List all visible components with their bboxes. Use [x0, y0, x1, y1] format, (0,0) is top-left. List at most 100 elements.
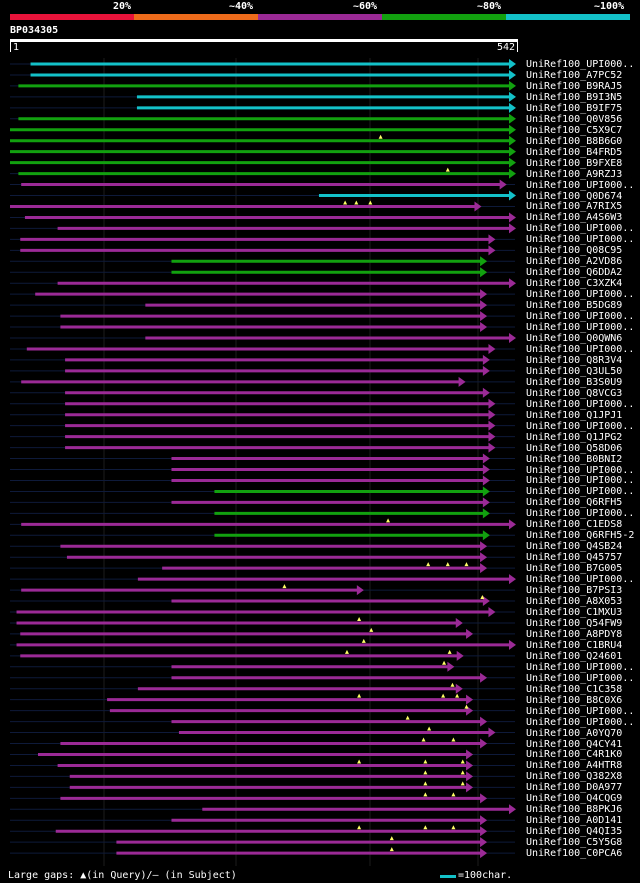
- hit-label[interactable]: UniRef100_B8B6G0: [526, 135, 623, 147]
- hit-label[interactable]: UniRef100_UPI000..: [526, 464, 635, 476]
- hit-label[interactable]: UniRef100_B9RAJ5: [526, 80, 623, 92]
- hit-arrow-icon: [488, 245, 496, 256]
- hit-arrow-icon: [480, 563, 488, 574]
- hit-label[interactable]: UniRef100_UPI000..: [526, 234, 635, 246]
- hit-label[interactable]: UniRef100_C1C358: [526, 683, 623, 695]
- hit-arrow-icon: [482, 596, 490, 607]
- hit-label[interactable]: UniRef100_Q0D674: [526, 190, 623, 202]
- hit-arrow-icon: [488, 234, 496, 245]
- hit-label[interactable]: UniRef100_Q4QI35: [526, 826, 623, 838]
- hit-label[interactable]: UniRef100_C0PCA6: [526, 848, 623, 860]
- legend-swatch-100: [506, 14, 630, 20]
- hit-label[interactable]: UniRef100_Q382X8: [526, 771, 623, 783]
- hit-label[interactable]: UniRef100_Q08C95: [526, 245, 623, 257]
- hit-arrow-icon: [480, 738, 488, 749]
- hit-label[interactable]: UniRef100_UPI000..: [526, 311, 635, 323]
- hit-label[interactable]: UniRef100_C1BRU4: [526, 639, 623, 651]
- hit-label[interactable]: UniRef100_Q0V856: [526, 113, 623, 125]
- hit-label[interactable]: UniRef100_UPI000..: [526, 289, 635, 301]
- hit-label[interactable]: UniRef100_B5DG89: [526, 300, 623, 312]
- hit-label[interactable]: UniRef100_Q54FW9: [526, 617, 623, 629]
- hit-label[interactable]: UniRef100_A7RIX5: [526, 201, 623, 213]
- hit-label[interactable]: UniRef100_Q4SB24: [526, 541, 623, 553]
- hit-label[interactable]: UniRef100_A2VD86: [526, 256, 623, 268]
- hit-label[interactable]: UniRef100_A7PC52: [526, 69, 623, 81]
- hit-label[interactable]: UniRef100_B3S0U9: [526, 376, 623, 388]
- hit-arrow-icon: [466, 694, 474, 705]
- scale-bar: [440, 875, 456, 878]
- hit-label[interactable]: UniRef100_B9I3N5: [526, 91, 623, 103]
- hit-label[interactable]: UniRef100_UPI000..: [526, 508, 635, 520]
- hit-label[interactable]: UniRef100_A0YQ70: [526, 727, 623, 739]
- query-gap-triangle-icon: [460, 759, 465, 764]
- hit-label[interactable]: UniRef100_Q0QWN6: [526, 333, 623, 344]
- hit-arrow-icon: [499, 179, 507, 190]
- legend-swatch-40: [134, 14, 258, 20]
- hit-label[interactable]: UniRef100_UPI000..: [526, 343, 635, 355]
- hit-label[interactable]: UniRef100_C4R1K0: [526, 749, 623, 761]
- hit-label[interactable]: UniRef100_A4S6W3: [526, 212, 623, 224]
- hit-label[interactable]: UniRef100_A8X053: [526, 596, 623, 608]
- hit-label[interactable]: UniRef100_UPI000..: [526, 398, 635, 410]
- hit-label[interactable]: UniRef100_UPI000..: [526, 705, 635, 717]
- ruler-end-label: 542: [497, 42, 516, 53]
- hit-label[interactable]: UniRef100_Q6RFH5-2: [526, 530, 635, 542]
- hit-label[interactable]: UniRef100_Q6RFH5: [526, 497, 623, 509]
- hit-arrow-icon: [480, 837, 488, 848]
- hit-arrow-icon: [482, 387, 490, 398]
- hit-label[interactable]: UniRef100_Q6DDA2: [526, 267, 623, 279]
- hit-label[interactable]: UniRef100_C1EDS8: [526, 519, 623, 531]
- hit-label[interactable]: UniRef100_B7PSI3: [526, 585, 623, 597]
- hit-arrow-icon: [466, 771, 474, 782]
- hit-label[interactable]: UniRef100_C5Y5G8: [526, 837, 623, 849]
- hit-label[interactable]: UniRef100_UPI000..: [526, 59, 635, 70]
- hit-arrow-icon: [480, 541, 488, 552]
- hit-label[interactable]: UniRef100_Q8R3V4: [526, 354, 623, 366]
- query-gap-triangle-icon: [460, 781, 465, 786]
- hit-label[interactable]: UniRef100_Q24601: [526, 650, 623, 662]
- query-ruler: [10, 39, 518, 42]
- hit-label[interactable]: UniRef100_Q1JPG2: [526, 431, 623, 443]
- hit-label[interactable]: UniRef100_B9FXE8: [526, 157, 623, 169]
- hit-label[interactable]: UniRef100_UPI000..: [526, 475, 635, 487]
- hit-label[interactable]: UniRef100_A8PDY8: [526, 628, 623, 640]
- hit-label[interactable]: UniRef100_Q4CY41: [526, 738, 623, 750]
- hit-label[interactable]: UniRef100_B7G005: [526, 563, 623, 575]
- hit-label[interactable]: UniRef100_UPI000..: [526, 716, 635, 728]
- legend-label-20: 20%: [113, 1, 132, 12]
- hit-label[interactable]: UniRef100_UPI000..: [526, 672, 635, 684]
- hit-label[interactable]: UniRef100_UPI000..: [526, 322, 635, 334]
- query-gap-triangle-icon: [386, 518, 391, 523]
- hit-label[interactable]: UniRef100_B0BNI2: [526, 453, 623, 465]
- hit-label[interactable]: UniRef100_Q8VCG3: [526, 387, 623, 399]
- query-gap-triangle-icon: [357, 825, 362, 830]
- query-gap-triangle-icon: [441, 693, 446, 698]
- hit-label[interactable]: UniRef100_A9RZJ3: [526, 168, 623, 180]
- hit-label[interactable]: UniRef100_C1MXU3: [526, 607, 623, 618]
- hit-label[interactable]: UniRef100_UPI000..: [526, 661, 635, 673]
- hit-label[interactable]: UniRef100_Q45757: [526, 552, 623, 564]
- query-gap-triangle-icon: [344, 649, 349, 654]
- hit-label[interactable]: UniRef100_B9IF75: [526, 102, 623, 114]
- hit-label[interactable]: UniRef100_D0A977: [526, 782, 623, 794]
- hit-label[interactable]: UniRef100_UPI000..: [526, 486, 635, 498]
- hit-label[interactable]: UniRef100_B4FRD5: [526, 146, 623, 158]
- hit-label[interactable]: UniRef100_A0D141: [526, 815, 623, 827]
- hit-label[interactable]: UniRef100_C5X9C7: [526, 124, 623, 136]
- hit-label[interactable]: UniRef100_UPI000..: [526, 574, 635, 586]
- hit-label[interactable]: UniRef100_Q4CQG9: [526, 793, 623, 805]
- hit-label[interactable]: UniRef100_Q3UL50: [526, 365, 623, 377]
- hit-label[interactable]: UniRef100_B8PKJ6: [526, 804, 623, 816]
- hit-arrow-icon: [482, 475, 490, 486]
- hit-arrow-icon: [480, 826, 488, 837]
- hit-arrow-icon: [480, 300, 488, 311]
- hit-label[interactable]: UniRef100_UPI000..: [526, 223, 635, 235]
- hit-label[interactable]: UniRef100_UPI000..: [526, 420, 635, 432]
- hit-label[interactable]: UniRef100_Q58D06: [526, 442, 623, 454]
- hit-label[interactable]: UniRef100_B8C0X6: [526, 694, 623, 706]
- hit-arrow-icon: [509, 574, 516, 585]
- hit-label[interactable]: UniRef100_Q1JPJ1: [526, 409, 623, 421]
- hit-label[interactable]: UniRef100_A4HTR8: [526, 760, 623, 772]
- hit-label[interactable]: UniRef100_UPI000..: [526, 179, 635, 191]
- hit-label[interactable]: UniRef100_C3XZK4: [526, 278, 623, 290]
